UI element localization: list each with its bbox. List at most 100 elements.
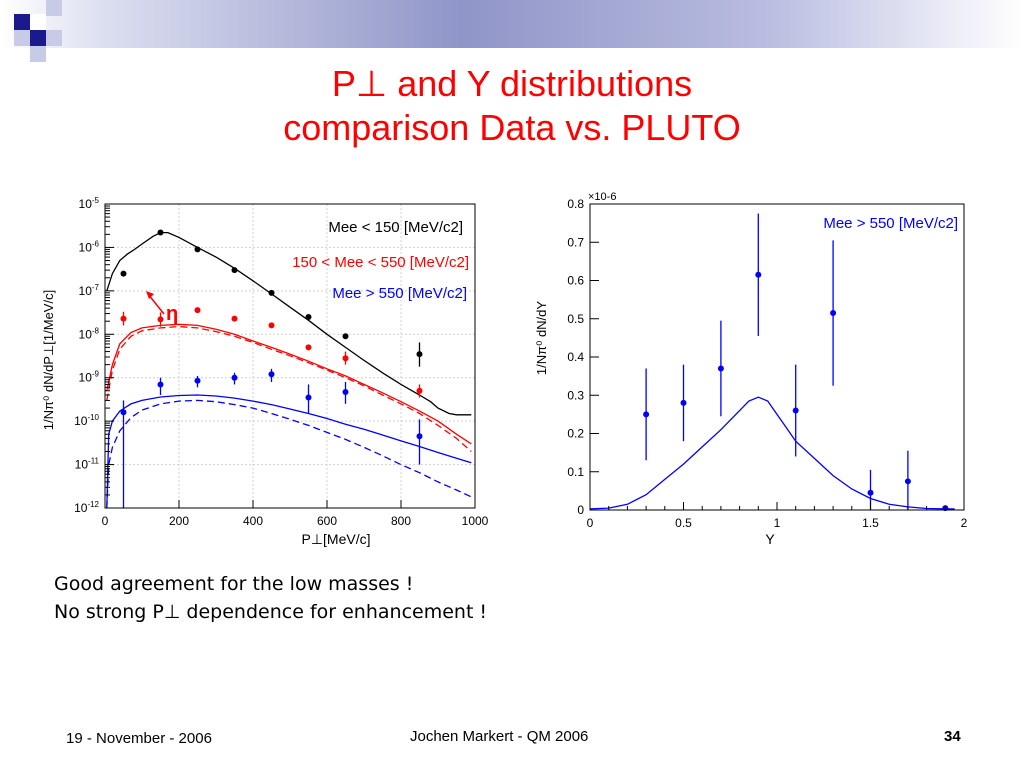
data-point <box>680 399 687 406</box>
pt-chart-grid <box>105 204 475 508</box>
rapidity-chart-svg: 0 0.5 1 1.5 2 0 0.1 0.2 0.3 0.4 0.5 0.6 0.7 0.8 ×10-6… <box>534 191 968 547</box>
footer-date: 19 - November - 2006 <box>66 730 212 747</box>
pt-distribution-chart: 0 200 400 600 800 1000 10-12 10-11 10-10 10-9 10-8… <box>36 188 500 552</box>
note-line: No strong P⊥ dependence for enhancement … <box>54 601 488 623</box>
data-point <box>867 489 874 496</box>
data-point <box>268 371 275 378</box>
data-point <box>231 267 238 274</box>
data-point <box>305 344 312 351</box>
data-point <box>120 270 127 277</box>
rapidity-chart-curves <box>589 396 955 510</box>
pt-chart-y-tick-label: 10-7 <box>79 283 100 298</box>
pt-chart-svg: 0 200 400 600 800 1000 10-12 10-11 10-10 10-9 10-8… <box>41 196 489 547</box>
pt-chart-axes: 0 200 400 600 800 1000 10-12 10-11 10-10 10-9 10-8… <box>74 196 489 528</box>
data-point <box>904 478 911 485</box>
data-point <box>120 315 127 322</box>
data-point <box>830 310 837 317</box>
pt-chart-x-tick-label: 800 <box>391 514 411 528</box>
data-point <box>342 388 349 395</box>
data-point <box>268 322 275 329</box>
pluto-model-curve <box>106 231 472 416</box>
pt-chart-y-tick-label: 10-8 <box>79 326 100 341</box>
pt-chart-x-tick-label: 1000 <box>462 514 489 528</box>
slide-title: P⊥ and Y distributions comparison Data v… <box>0 62 1024 150</box>
pluto-model-curve-dashed <box>106 399 472 509</box>
data-point <box>792 407 799 414</box>
pt-chart-x-tick-label: 600 <box>317 514 337 528</box>
data-point <box>717 365 724 372</box>
data-point <box>755 271 762 278</box>
data-point <box>120 409 127 416</box>
slide-title-line-1: P⊥ and Y distributions <box>331 63 693 104</box>
rapidity-chart-y-tick-label: 0.6 <box>567 274 584 288</box>
rapidity-chart-x-tick-label: 0.5 <box>675 516 692 530</box>
data-point <box>157 381 164 388</box>
data-point <box>157 229 164 236</box>
eta-annotation-arrowhead <box>146 291 154 299</box>
slide-title-line-2: comparison Data vs. PLUTO <box>283 107 741 148</box>
pt-chart-y-tick-label: 10-5 <box>79 196 100 211</box>
data-point <box>643 411 650 418</box>
decoration-square <box>30 14 46 30</box>
pt-chart-x-tick-label: 200 <box>169 514 189 528</box>
footer-author: Jochen Markert - QM 2006 <box>410 728 589 745</box>
decoration-square <box>30 46 46 62</box>
legend-entry-low-mass: Mee < 150 [MeV/c2] <box>328 219 463 236</box>
data-point <box>305 314 312 321</box>
pt-chart-points <box>120 229 423 508</box>
pluto-model-curve <box>589 396 955 510</box>
pt-chart-frame <box>104 203 476 509</box>
data-point <box>194 307 201 314</box>
rapidity-chart-y-tick-label: 0.8 <box>567 197 584 211</box>
decoration-square <box>46 0 62 16</box>
data-point <box>268 289 275 296</box>
footer-page-number: 34 <box>944 728 961 745</box>
legend-entry-high-mass: Mee > 550 [MeV/c2] <box>332 285 467 302</box>
rapidity-chart-x-tick-label: 2 <box>961 516 968 530</box>
data-point <box>416 351 423 358</box>
data-point <box>305 394 312 401</box>
legend-entry-mid-mass: 150 < Mee < 550 [MeV/c2] <box>292 254 469 271</box>
pluto-model-curve <box>106 323 472 445</box>
data-point <box>157 316 164 323</box>
header-decoration-bar <box>0 0 1024 48</box>
data-point <box>231 374 238 381</box>
note-line: Good agreement for the low masses ! <box>54 573 414 595</box>
data-point <box>416 433 423 440</box>
rapidity-chart-x-tick-label: 0 <box>587 516 594 530</box>
pt-chart-x-tick-label: 0 <box>102 514 109 528</box>
rapidity-chart-y-tick-label: 0.2 <box>567 427 584 441</box>
decoration-square <box>30 30 46 46</box>
pluto-model-curve-dashed <box>106 325 472 452</box>
rapidity-chart-points <box>643 213 949 512</box>
rapidity-chart-y-tick-label: 0 <box>577 503 584 517</box>
rapidity-chart-axes: 0 0.5 1 1.5 2 0 0.1 0.2 0.3 0.4 0.5 0.6 0.7 0.8 <box>567 197 967 530</box>
eta-annotation-label: η <box>166 303 178 325</box>
rapidity-chart-y-multiplier: ×10-6 <box>588 191 616 203</box>
pt-chart-y-axis-label: 1/Nπ⁰ dN/dP⊥[1/MeV/c] <box>41 290 56 430</box>
decoration-square <box>46 30 62 46</box>
rapidity-chart-x-tick-label: 1 <box>774 516 781 530</box>
rapidity-chart-x-tick-label: 1.5 <box>862 516 879 530</box>
pt-chart-x-axis-label: P⊥[MeV/c] <box>302 531 371 547</box>
data-point <box>194 377 201 384</box>
rapidity-chart-y-tick-label: 0.4 <box>567 350 584 364</box>
pt-chart-x-tick-label: 400 <box>243 514 263 528</box>
pt-chart-y-tick-label: 10-10 <box>74 413 99 428</box>
rapidity-chart-y-tick-label: 0.3 <box>567 388 584 402</box>
rapidity-chart-y-tick-label: 0.5 <box>567 312 584 326</box>
pt-chart-y-tick-label: 10-6 <box>79 239 100 254</box>
data-point <box>342 333 349 340</box>
rapidity-chart-x-axis-label: Y <box>765 531 775 547</box>
rapidity-chart-y-axis-label: 1/Nπ⁰ dN/dY <box>534 301 549 375</box>
rapidity-chart-y-tick-label: 0.1 <box>567 465 584 479</box>
decoration-square <box>14 14 30 30</box>
pluto-model-curve <box>106 394 472 509</box>
data-point <box>342 355 349 362</box>
pt-chart-curves <box>106 231 472 509</box>
slide-notes: Good agreement for the low masses ! No s… <box>54 570 487 626</box>
eta-annotation-arrow <box>147 293 165 315</box>
pt-chart-y-tick-label: 10-11 <box>75 457 100 472</box>
pt-chart-y-tick-label: 10-9 <box>79 370 100 385</box>
rapidity-chart-y-tick-label: 0.7 <box>567 235 584 249</box>
